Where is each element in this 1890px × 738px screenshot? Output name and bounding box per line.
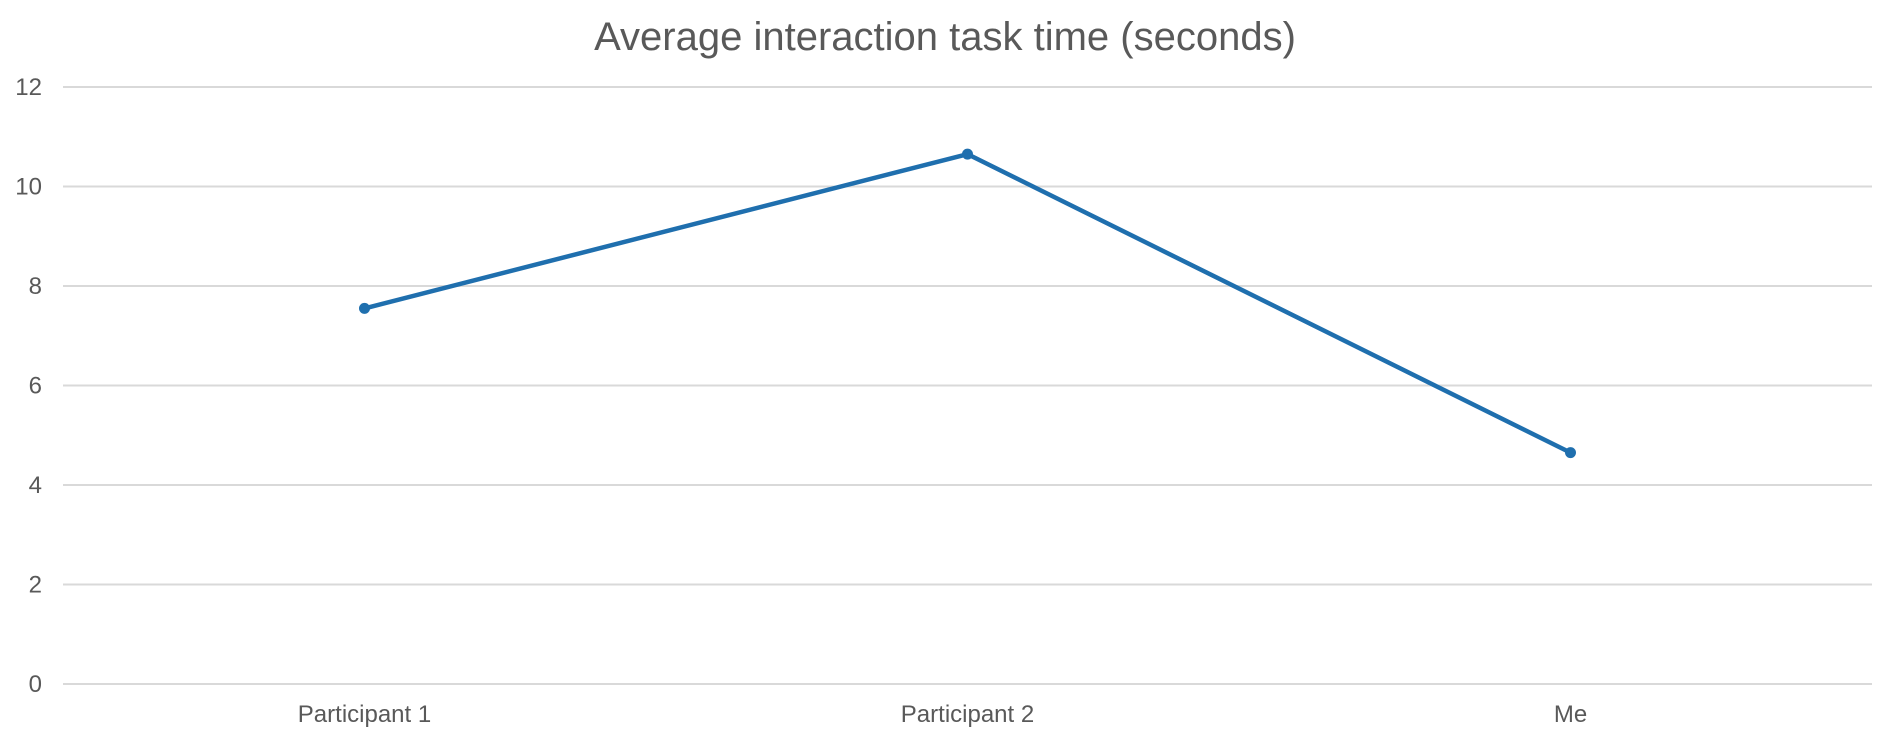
- data-point: [359, 302, 370, 314]
- x-tick-label: Participant 1: [298, 701, 431, 728]
- series-group: [359, 148, 1576, 459]
- series-line: [362, 151, 1573, 455]
- data-point: [1565, 447, 1576, 459]
- y-tick-label: 8: [29, 273, 42, 300]
- y-tick-label: 0: [29, 671, 42, 698]
- chart-title: Average interaction task time (seconds): [594, 15, 1296, 59]
- y-tick-label: 10: [15, 174, 42, 201]
- y-tick-label: 6: [29, 373, 42, 400]
- y-tick-label: 12: [15, 74, 42, 101]
- gridlines: [63, 86, 1872, 685]
- x-tick-label: Me: [1554, 701, 1587, 728]
- y-axis-ticks: 0 2 4 6 8 10 12: [15, 74, 42, 698]
- y-tick-label: 2: [29, 572, 42, 599]
- y-tick-label: 4: [29, 472, 42, 499]
- data-point: [962, 148, 973, 160]
- x-tick-label: Participant 2: [901, 701, 1034, 728]
- x-axis-ticks: Participant 1 Participant 2 Me: [298, 701, 1587, 728]
